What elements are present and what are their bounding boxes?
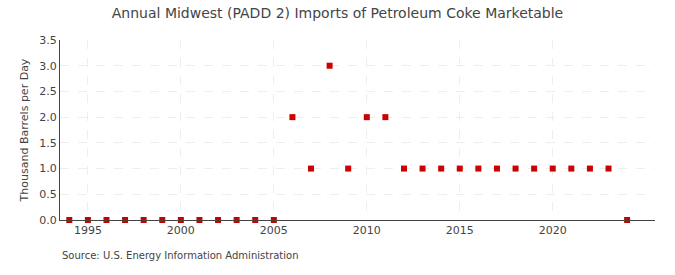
svg-text:2.5: 2.5 (39, 85, 57, 98)
svg-text:3.5: 3.5 (39, 34, 57, 47)
svg-text:0.0: 0.0 (39, 214, 57, 227)
svg-text:0.5: 0.5 (39, 188, 57, 201)
svg-text:2005: 2005 (260, 224, 288, 237)
svg-text:2.0: 2.0 (39, 111, 57, 124)
svg-text:3.0: 3.0 (39, 60, 57, 73)
svg-text:1995: 1995 (74, 224, 102, 237)
svg-text:2015: 2015 (446, 224, 474, 237)
svg-text:Source: U.S. Energy Informatio: Source: U.S. Energy Information Administ… (62, 250, 299, 261)
svg-text:1.0: 1.0 (39, 162, 57, 175)
svg-text:Annual Midwest (PADD 2) Import: Annual Midwest (PADD 2) Imports of Petro… (112, 5, 563, 21)
svg-text:2000: 2000 (167, 224, 195, 237)
svg-text:1.5: 1.5 (39, 137, 57, 150)
svg-text:2020: 2020 (539, 224, 567, 237)
svg-text:Thousand Barrels per Day: Thousand Barrels per Day (18, 58, 31, 202)
svg-text:2010: 2010 (353, 224, 381, 237)
